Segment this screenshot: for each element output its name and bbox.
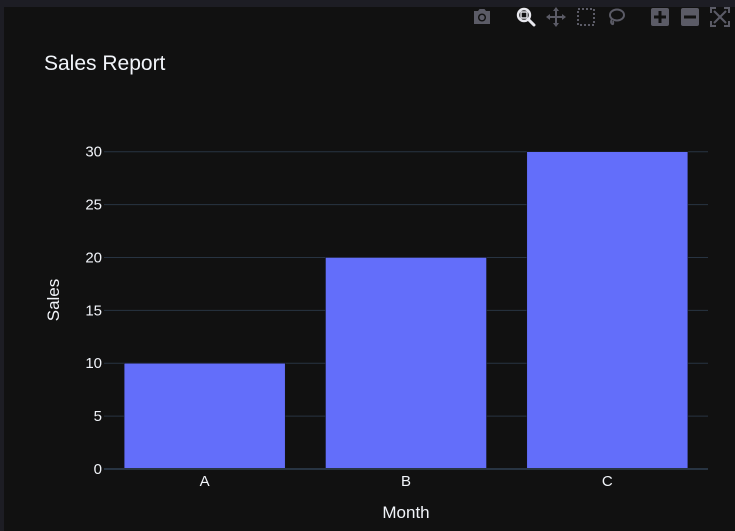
bar-A[interactable]: [123, 362, 286, 470]
zoom-in-button[interactable]: [649, 6, 671, 28]
y-tick-label: 25: [85, 197, 102, 214]
lasso-select-button[interactable]: [605, 6, 627, 28]
y-tick-labels: 0 5 10 15 20 25 30: [85, 144, 102, 478]
y-tick-label: 5: [94, 408, 102, 425]
bars: [104, 151, 708, 470]
x-tick-label: C: [602, 473, 613, 490]
modebar: [463, 6, 731, 28]
zoom-icon: [516, 7, 536, 27]
x-tick-labels: A B C: [200, 473, 613, 490]
pan-button[interactable]: [545, 6, 567, 28]
autoscale-button[interactable]: [709, 6, 731, 28]
y-tick-label: 15: [85, 302, 102, 319]
chart-title: Sales Report: [44, 52, 166, 75]
camera-icon: [472, 8, 492, 26]
x-tick-label: A: [200, 473, 210, 490]
bar-C[interactable]: [526, 151, 689, 470]
x-axis-title: Month: [382, 503, 429, 522]
y-axis-title: Sales: [44, 279, 63, 322]
y-tick-label: 30: [85, 144, 102, 161]
pan-icon: [546, 7, 566, 27]
zoom-out-icon: [680, 7, 700, 27]
zoom-button[interactable]: [515, 6, 537, 28]
zoom-in-icon: [650, 7, 670, 27]
y-tick-label: 0: [94, 461, 102, 478]
box-select-button[interactable]: [575, 6, 597, 28]
autoscale-icon: [710, 7, 730, 27]
y-tick-label: 10: [85, 355, 102, 372]
lasso-select-icon: [606, 7, 626, 27]
x-tick-label: B: [401, 473, 411, 490]
camera-button[interactable]: [471, 6, 493, 28]
y-tick-label: 20: [85, 249, 102, 266]
bar-B[interactable]: [325, 257, 487, 470]
box-select-icon: [576, 7, 596, 27]
zoom-out-button[interactable]: [679, 6, 701, 28]
